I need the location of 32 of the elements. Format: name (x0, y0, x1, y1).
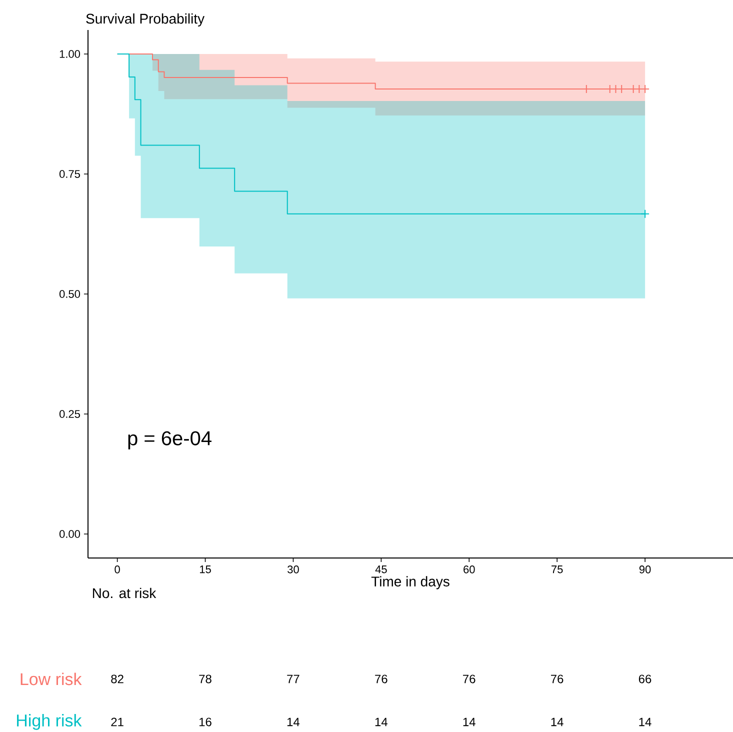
text: 14 (287, 718, 300, 726)
text: 77 (287, 674, 300, 684)
y-tick-label: 0.25 (59, 410, 80, 418)
y-tick-label: 0.00 (59, 530, 80, 538)
text: 76 (375, 674, 388, 684)
text: 66 (638, 674, 652, 684)
x-tick-label: 15 (200, 566, 211, 574)
text: 14 (375, 718, 388, 726)
y-tick-label: 0.75 (59, 170, 80, 178)
text: 21 (111, 718, 124, 726)
x-tick-label: 0 (114, 566, 120, 574)
x-tick-label: 45 (375, 566, 387, 574)
text: 16 (199, 718, 212, 726)
x-tick-label: 90 (639, 566, 651, 574)
text: 14 (463, 718, 476, 726)
text: 76 (463, 674, 476, 684)
x-axis-title: Time in days (371, 576, 450, 590)
text: 14 (639, 718, 652, 726)
text: 78 (199, 674, 212, 684)
text: 76 (550, 674, 564, 684)
y-tick-label: 1.00 (60, 50, 80, 58)
y-tick-label: 0.50 (59, 290, 80, 298)
text: 82 (111, 674, 124, 684)
category-label: Low risk (20, 672, 82, 686)
y-axis-title: Survival Probability (86, 13, 205, 26)
x-tick-label: 60 (464, 566, 475, 574)
category-label: High risk (17, 714, 82, 730)
text: 14 (551, 718, 564, 726)
x-tick-label: 75 (552, 566, 563, 574)
annotation: p = 6e-04 (128, 431, 212, 450)
x-tick-label: 30 (288, 566, 299, 574)
text: No. at risk (92, 588, 156, 598)
